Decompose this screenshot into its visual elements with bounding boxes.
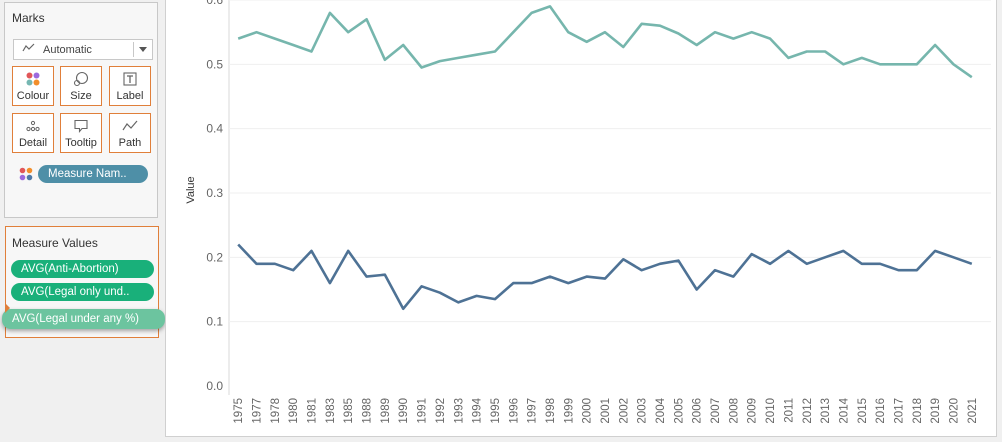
size-icon	[61, 71, 101, 87]
x-tick-label: 1980	[288, 398, 300, 424]
x-tick-label: 1995	[490, 398, 502, 424]
label-t-icon	[110, 71, 150, 87]
x-tick-label: 2019	[930, 398, 942, 424]
marks-card: Marks Automatic Colour Size Label Detail	[4, 2, 158, 218]
x-tick-label: 1989	[380, 398, 392, 424]
path-button[interactable]: Path	[109, 113, 151, 153]
line-chart: 0.0 0.1 0.2 0.3 0.4 0.5 0.6 Value 1975 1977 1978 19…	[185, 0, 991, 424]
x-tick-label: 1983	[325, 398, 337, 424]
x-tick-label: 1978	[270, 398, 282, 424]
x-tick-label: 2011	[783, 398, 795, 423]
x-tick-label: 1992	[435, 398, 447, 424]
x-tick-label: 1985	[343, 398, 355, 424]
x-tick-label: 1996	[508, 398, 520, 424]
x-tick-label: 2004	[655, 397, 667, 423]
measure-names-pill[interactable]: Measure Nam..	[38, 165, 148, 183]
x-tick-label: 1993	[453, 398, 465, 424]
x-tick-label: 2017	[893, 398, 905, 424]
x-tick-label: 1991	[417, 398, 429, 424]
size-button-label: Size	[70, 90, 92, 102]
y-tick-label: 0.4	[206, 122, 223, 136]
colour-dots-icon	[19, 167, 33, 186]
x-tick-label: 2001	[600, 398, 612, 424]
x-tick-label: 2012	[802, 398, 814, 424]
x-tick-label: 1999	[563, 398, 575, 424]
x-tick-label: 2018	[912, 398, 924, 424]
colour-button-label: Colour	[16, 90, 50, 102]
mark-type-label: Automatic	[43, 44, 92, 56]
x-tick-label: 2010	[765, 398, 777, 424]
mark-type-dropdown[interactable]: Automatic	[13, 39, 153, 60]
x-tick-label: 2021	[967, 398, 979, 424]
x-tick-label: 1990	[398, 398, 410, 424]
tooltip-button-label: Tooltip	[65, 137, 97, 149]
y-tick-label: 0.0	[206, 379, 223, 393]
x-tick-label: 2002	[618, 398, 630, 424]
x-tick-label: 2014	[838, 397, 850, 423]
x-tick-label: 1997	[527, 398, 539, 424]
x-tick-label: 1994	[472, 397, 484, 423]
label-button-label: Label	[116, 90, 144, 102]
x-tick-label: 2016	[875, 398, 887, 424]
x-tick-label: 2003	[637, 398, 649, 424]
series-line-1	[237, 5, 973, 79]
dragged-measure-pill-legal-under-any[interactable]: AVG(Legal under any %)	[2, 309, 165, 329]
chart-view: 0.0 0.1 0.2 0.3 0.4 0.5 0.6 Value 1975 1977 1978 19…	[165, 0, 997, 437]
detail-button-label: Detail	[18, 137, 48, 149]
x-tick-label: 1977	[252, 398, 264, 424]
line-chart-icon	[22, 43, 35, 55]
path-button-label: Path	[118, 137, 142, 149]
x-tick-label: 2006	[692, 398, 704, 424]
path-line-icon	[110, 118, 150, 134]
x-tick-label: 2000	[582, 398, 594, 424]
drop-indicator	[5, 303, 10, 313]
y-axis-title: Value	[185, 176, 197, 203]
marks-card-title: Marks	[12, 11, 45, 25]
x-tick-label: 2007	[710, 398, 722, 424]
chevron-down-icon[interactable]	[139, 47, 147, 52]
colour-button[interactable]: Colour	[12, 66, 54, 106]
x-tick-label: 1998	[545, 398, 557, 424]
dropdown-divider	[133, 42, 134, 57]
x-tick-label: 2009	[747, 398, 759, 424]
series-line-2	[237, 243, 973, 311]
detail-button[interactable]: Detail	[12, 113, 54, 153]
tooltip-button[interactable]: Tooltip	[60, 113, 102, 153]
y-tick-label: 0.1	[206, 315, 223, 329]
x-tick-label: 2008	[728, 398, 740, 424]
y-tick-label: 0.6	[206, 0, 223, 7]
label-button[interactable]: Label	[109, 66, 151, 106]
x-tick-label: 2015	[857, 398, 869, 424]
measure-values-title: Measure Values	[12, 236, 98, 250]
measure-pill-anti-abortion[interactable]: AVG(Anti-Abortion)	[11, 260, 154, 278]
x-tick-label: 1981	[307, 398, 319, 424]
y-tick-label: 0.3	[206, 186, 223, 200]
x-tick-label: 1988	[362, 398, 374, 424]
detail-dots-icon	[13, 118, 53, 134]
tooltip-bubble-icon	[61, 118, 101, 134]
size-button[interactable]: Size	[60, 66, 102, 106]
x-tick-label: 1975	[233, 398, 245, 424]
x-tick-label: 2013	[820, 398, 832, 424]
colour-dots-icon	[13, 71, 53, 87]
y-tick-label: 0.5	[206, 57, 223, 71]
measure-pill-legal-only-under[interactable]: AVG(Legal only und..	[11, 283, 154, 301]
x-tick-label: 2005	[673, 398, 685, 424]
y-tick-label: 0.2	[206, 250, 223, 264]
x-tick-label: 2020	[948, 398, 960, 424]
